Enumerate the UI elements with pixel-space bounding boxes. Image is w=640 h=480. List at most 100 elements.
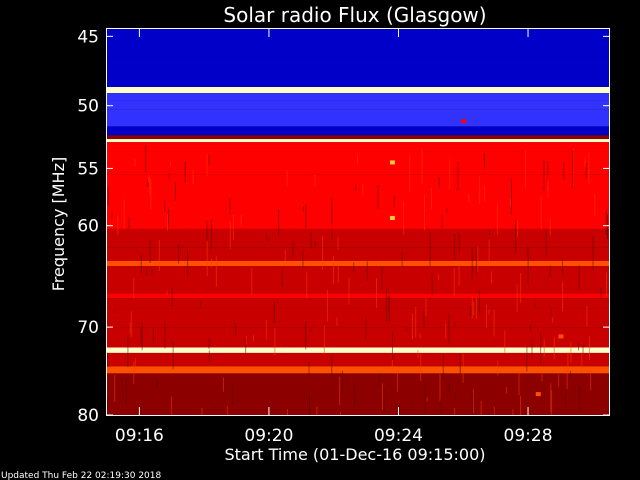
texture-streak — [284, 250, 286, 261]
texture-streak — [278, 209, 280, 236]
texture-streak — [468, 193, 470, 203]
texture-streak — [458, 262, 460, 286]
texture-streak — [114, 374, 116, 402]
texture-streak — [496, 203, 498, 235]
texture-streak — [206, 153, 208, 176]
texture-streak — [240, 214, 242, 227]
texture-streak — [518, 372, 520, 396]
texture-streak — [121, 378, 123, 385]
texture-streak — [440, 397, 442, 415]
texture-streak — [383, 387, 385, 413]
texture-streak — [439, 373, 441, 401]
texture-streak — [517, 220, 519, 238]
texture-streak — [453, 267, 455, 296]
x-tick-label: 09:20 — [244, 426, 293, 446]
texture-streak — [600, 287, 602, 300]
texture-streak — [410, 402, 412, 411]
texture-streak — [590, 369, 592, 390]
texture-streak — [479, 290, 481, 315]
texture-streak — [355, 183, 357, 191]
frequency-band — [107, 266, 609, 294]
texture-streak — [415, 307, 417, 338]
texture-streak — [607, 213, 609, 240]
texture-streak — [531, 339, 533, 359]
texture-streak — [406, 327, 408, 332]
texture-streak — [493, 406, 495, 415]
texture-streak — [348, 277, 350, 305]
texture-streak — [525, 150, 527, 189]
texture-streak — [245, 338, 247, 356]
texture-streak — [134, 158, 136, 167]
burst-feature — [558, 334, 564, 339]
texture-streak — [339, 376, 341, 406]
texture-streak — [266, 234, 268, 242]
texture-streak — [336, 317, 338, 326]
texture-streak — [448, 383, 450, 392]
y-tick-label: 55 — [77, 159, 99, 179]
texture-streak — [585, 167, 587, 180]
texture-streak — [398, 404, 400, 415]
texture-streak — [578, 265, 580, 291]
texture-streak — [308, 361, 310, 375]
texture-streak — [540, 332, 542, 364]
texture-streak — [449, 159, 451, 189]
texture-streak — [477, 246, 479, 272]
texture-streak — [274, 328, 276, 357]
texture-streak — [357, 154, 359, 164]
texture-streak — [156, 378, 158, 390]
texture-streak — [471, 249, 473, 280]
frequency-band — [107, 135, 609, 140]
texture-streak — [547, 161, 549, 176]
texture-streak — [378, 373, 380, 389]
texture-streak — [558, 374, 560, 387]
texture-streak — [579, 385, 581, 413]
texture-streak — [426, 397, 428, 402]
texture-streak — [516, 284, 518, 312]
texture-streak — [164, 199, 166, 212]
texture-streak — [430, 187, 432, 210]
chart-title: Solar radio Flux (Glasgow) — [223, 3, 486, 27]
texture-streak — [549, 265, 551, 277]
spectrogram-plot — [107, 29, 609, 415]
texture-streak — [140, 254, 142, 274]
texture-streak — [166, 290, 168, 295]
texture-streak — [520, 272, 522, 303]
frequency-band — [107, 347, 609, 353]
texture-streak — [145, 144, 147, 172]
texture-streak — [412, 313, 414, 339]
texture-streak — [454, 391, 456, 400]
texture-streak — [308, 394, 310, 415]
texture-streak — [570, 341, 572, 363]
x-tick-label: 09:24 — [374, 426, 423, 446]
texture-streak — [206, 241, 208, 277]
burst-feature — [461, 119, 467, 124]
texture-streak — [251, 267, 253, 295]
texture-streak — [547, 181, 549, 198]
texture-streak — [286, 409, 288, 415]
texture-streak — [286, 170, 288, 187]
frequency-band — [107, 373, 609, 415]
texture-streak — [570, 370, 572, 378]
texture-streak — [381, 267, 383, 290]
texture-streak — [509, 199, 511, 206]
texture-streak — [396, 371, 398, 392]
texture-streak — [107, 397, 109, 408]
texture-streak — [377, 184, 379, 210]
texture-streak — [235, 323, 237, 337]
texture-streak — [229, 197, 231, 215]
texture-streak — [200, 301, 202, 309]
texture-streak — [273, 301, 275, 324]
texture-streak — [107, 186, 109, 206]
texture-streak — [310, 326, 312, 333]
y-tick-label: 70 — [77, 318, 99, 338]
texture-streak — [192, 169, 194, 185]
texture-streak — [512, 409, 514, 415]
texture-streak — [210, 219, 212, 250]
texture-streak — [490, 271, 492, 284]
texture-streak — [530, 324, 532, 332]
texture-streak — [386, 288, 388, 322]
plot-frame — [106, 28, 610, 416]
texture-streak — [167, 214, 169, 231]
texture-streak — [586, 162, 588, 171]
texture-streak — [486, 304, 488, 329]
